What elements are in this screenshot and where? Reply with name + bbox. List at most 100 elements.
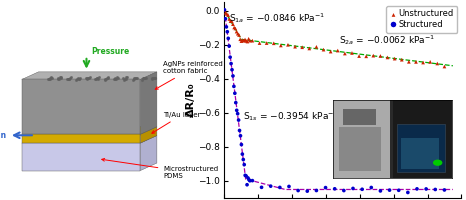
Point: [270, 42, 277, 45]
Point: [237, 134, 244, 137]
Polygon shape: [140, 136, 157, 171]
Point: [295, 189, 302, 192]
Text: AgNPs reinforced
cotton fabric: AgNPs reinforced cotton fabric: [155, 61, 223, 89]
Point: [306, 47, 313, 50]
Text: Ti/Au layer: Ti/Au layer: [152, 112, 201, 133]
Point: [238, 143, 245, 146]
Point: [244, 176, 252, 180]
Point: [221, 8, 228, 12]
Point: [222, 17, 229, 20]
Point: [276, 186, 284, 189]
Point: [224, 30, 231, 33]
Point: [386, 189, 393, 192]
Point: [422, 187, 430, 191]
Point: [320, 48, 327, 51]
Text: Pressure: Pressure: [91, 47, 129, 56]
Point: [230, 26, 238, 29]
Text: S$_{2a}$ = −0.0062 kPa$^{-1}$: S$_{2a}$ = −0.0062 kPa$^{-1}$: [339, 33, 435, 47]
Point: [263, 41, 270, 45]
Point: [398, 58, 405, 61]
Point: [426, 60, 434, 63]
Point: [227, 19, 234, 23]
Polygon shape: [22, 143, 140, 171]
Point: [246, 179, 254, 182]
Point: [363, 55, 370, 58]
Legend: Unstructured, Structured: Unstructured, Structured: [386, 6, 457, 32]
Text: Strain: Strain: [0, 131, 7, 140]
Point: [313, 189, 320, 192]
Point: [226, 17, 233, 21]
Point: [235, 118, 242, 122]
Point: [291, 45, 299, 48]
Point: [349, 187, 356, 190]
Point: [225, 14, 232, 17]
Point: [267, 185, 274, 188]
Point: [231, 92, 239, 95]
Point: [241, 174, 249, 177]
Point: [377, 54, 384, 58]
Point: [235, 33, 243, 37]
Point: [322, 186, 329, 189]
Point: [236, 129, 243, 132]
Point: [236, 38, 244, 41]
Point: [229, 23, 237, 26]
Point: [258, 186, 265, 189]
Point: [226, 56, 234, 59]
Point: [331, 187, 338, 190]
Point: [223, 25, 230, 28]
Point: [256, 41, 263, 45]
Point: [377, 189, 384, 193]
Point: [238, 40, 245, 43]
Text: S$_{2s}$ = −0.0133 kPa$^{-1}$: S$_{2s}$ = −0.0133 kPa$^{-1}$: [347, 159, 443, 173]
Point: [227, 62, 235, 65]
Point: [370, 54, 377, 57]
Point: [233, 109, 240, 112]
Point: [226, 44, 233, 48]
Point: [348, 51, 356, 55]
Point: [239, 38, 247, 42]
Point: [228, 20, 235, 23]
Point: [277, 44, 285, 47]
Text: Microstructured
PDMS: Microstructured PDMS: [102, 158, 219, 179]
Point: [419, 61, 427, 64]
Point: [239, 153, 246, 156]
Point: [225, 37, 232, 40]
Point: [234, 112, 241, 115]
Point: [241, 38, 249, 41]
Point: [249, 179, 256, 182]
Point: [341, 52, 349, 55]
Point: [223, 12, 231, 16]
Point: [391, 57, 398, 60]
Point: [395, 189, 403, 192]
Point: [242, 174, 250, 178]
Point: [240, 158, 247, 161]
Polygon shape: [140, 127, 157, 143]
Point: [405, 60, 412, 63]
Point: [242, 39, 250, 42]
Polygon shape: [22, 79, 140, 134]
Point: [245, 37, 253, 40]
Polygon shape: [22, 127, 157, 134]
Point: [244, 40, 251, 43]
Polygon shape: [22, 136, 157, 143]
Polygon shape: [140, 72, 157, 134]
Point: [243, 183, 251, 186]
Point: [356, 54, 363, 58]
Point: [228, 68, 236, 71]
Point: [221, 8, 228, 11]
Point: [358, 188, 366, 191]
Point: [433, 62, 441, 65]
Point: [412, 60, 420, 64]
Point: [298, 46, 306, 49]
Point: [245, 178, 253, 181]
Point: [303, 190, 311, 193]
Point: [246, 39, 254, 42]
Point: [222, 11, 229, 14]
Point: [240, 39, 247, 42]
Point: [284, 43, 292, 46]
Polygon shape: [22, 72, 157, 79]
Point: [313, 45, 320, 48]
Point: [285, 185, 293, 188]
Point: [368, 186, 375, 189]
Point: [334, 49, 342, 52]
